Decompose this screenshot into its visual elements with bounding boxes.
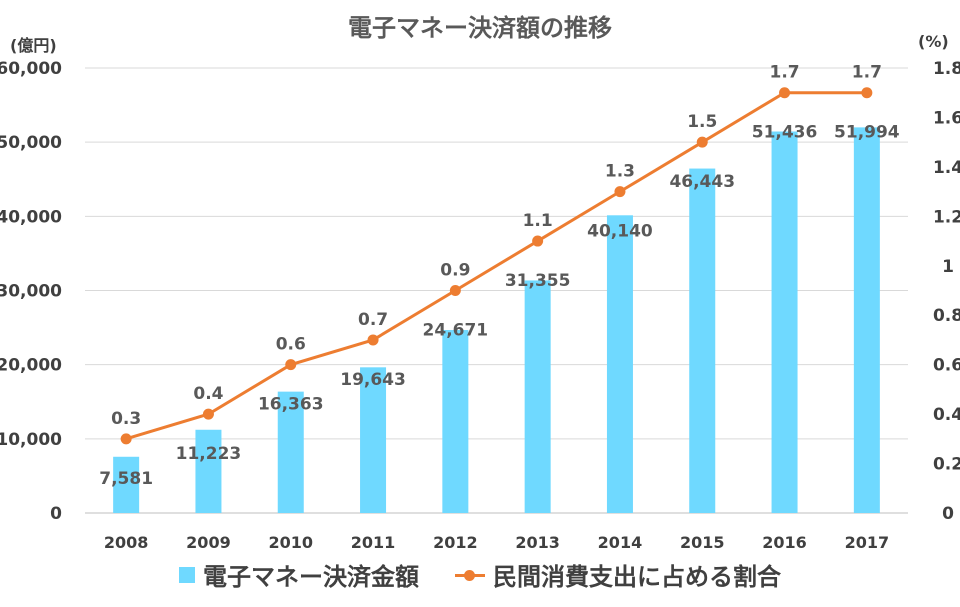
right-axis-unit: (%) bbox=[918, 32, 949, 51]
bar bbox=[606, 215, 633, 514]
x-tick-label: 2014 bbox=[598, 533, 643, 552]
y-left-tick-label: 10,000 bbox=[0, 430, 62, 450]
line-point bbox=[696, 136, 708, 148]
x-tick-label: 2012 bbox=[433, 533, 478, 552]
bar-data-label: 19,643 bbox=[340, 370, 406, 390]
legend-line-swatch bbox=[455, 567, 485, 583]
line-data-label: 0.9 bbox=[440, 261, 470, 281]
legend-label-bar-series: 電子マネー決済金額 bbox=[203, 563, 419, 591]
y-right-tick-label: 0.6 bbox=[933, 356, 960, 376]
y-left-tick-label: 30,000 bbox=[0, 282, 62, 302]
y-right-tick-label: 0.2 bbox=[933, 455, 960, 475]
y-left-tick-label: 20,000 bbox=[0, 356, 62, 376]
x-tick-label: 2010 bbox=[268, 533, 313, 552]
y-right-tick-label: 0 bbox=[942, 504, 954, 524]
y-right-tick-label: 1.6 bbox=[933, 108, 960, 128]
line-point bbox=[367, 334, 379, 346]
line-data-label: 1.5 bbox=[687, 112, 717, 132]
line-point bbox=[532, 235, 544, 247]
line-point bbox=[449, 285, 461, 296]
line-data-label: 0.7 bbox=[358, 310, 388, 330]
bar bbox=[195, 429, 222, 513]
x-tick-label: 2008 bbox=[104, 533, 149, 552]
y-right-tick-label: 1.4 bbox=[933, 158, 960, 178]
line-point bbox=[861, 87, 873, 99]
y-left-tick-label: 40,000 bbox=[0, 207, 62, 227]
x-tick-label: 2013 bbox=[515, 533, 560, 552]
line-data-label: 1.7 bbox=[769, 63, 799, 83]
line-data-label: 0.4 bbox=[193, 384, 223, 404]
legend-bar-swatch bbox=[179, 566, 195, 583]
line-point bbox=[614, 186, 626, 198]
bar bbox=[277, 391, 304, 513]
x-tick-label: 2009 bbox=[186, 533, 231, 552]
bar bbox=[689, 168, 716, 514]
line-point bbox=[779, 87, 791, 99]
bar bbox=[113, 456, 140, 513]
bar bbox=[771, 131, 798, 513]
bar-data-label: 16,363 bbox=[258, 395, 324, 415]
x-tick-label: 2011 bbox=[351, 533, 396, 552]
bar bbox=[853, 127, 880, 513]
legend-item-bar-series: 電子マネー決済金額 bbox=[179, 557, 419, 592]
bar-data-label: 46,443 bbox=[669, 172, 735, 192]
line-point bbox=[120, 433, 132, 445]
y-right-tick-label: 1.8 bbox=[933, 59, 960, 79]
legend-label-line-series: 民間消費支出に占める割合 bbox=[493, 563, 781, 591]
bar-data-label: 51,436 bbox=[752, 123, 818, 143]
x-tick-label: 2015 bbox=[680, 533, 725, 552]
bar bbox=[360, 367, 387, 513]
series-line bbox=[125, 91, 867, 441]
bar-data-label: 40,140 bbox=[587, 222, 653, 242]
x-tick-label: 2016 bbox=[762, 533, 807, 552]
line-data-label: 0.3 bbox=[111, 409, 141, 429]
y-right-tick-label: 1 bbox=[942, 257, 954, 277]
chart-legend: 電子マネー決済金額 民間消費支出に占める割合 bbox=[0, 557, 960, 592]
x-tick-label: 2017 bbox=[845, 533, 890, 552]
line-point bbox=[285, 359, 297, 371]
bar bbox=[524, 280, 551, 513]
bar-data-label: 24,671 bbox=[423, 321, 489, 341]
bar bbox=[442, 330, 469, 513]
line-data-label: 1.7 bbox=[852, 63, 882, 83]
line-point bbox=[202, 408, 214, 420]
bar-data-label: 7,581 bbox=[99, 469, 153, 489]
line-data-label: 1.1 bbox=[523, 211, 553, 231]
left-axis-unit: (億円) bbox=[10, 36, 57, 55]
y-right-tick-label: 0.8 bbox=[933, 306, 960, 326]
y-right-tick-label: 1.2 bbox=[933, 207, 960, 227]
line-data-label: 0.6 bbox=[276, 335, 306, 355]
y-left-tick-label: 0 bbox=[50, 504, 62, 524]
legend-item-line-series: 民間消費支出に占める割合 bbox=[455, 557, 781, 592]
y-right-tick-label: 0.4 bbox=[933, 405, 960, 425]
bar-data-label: 11,223 bbox=[176, 444, 242, 464]
line-data-label: 1.3 bbox=[605, 162, 635, 182]
y-left-tick-label: 50,000 bbox=[0, 133, 62, 153]
bar-data-label: 51,994 bbox=[834, 123, 900, 143]
y-left-tick-label: 60,000 bbox=[0, 59, 62, 79]
bar-data-label: 31,355 bbox=[505, 271, 571, 291]
chart-title: 電子マネー決済額の推移 bbox=[348, 14, 612, 42]
